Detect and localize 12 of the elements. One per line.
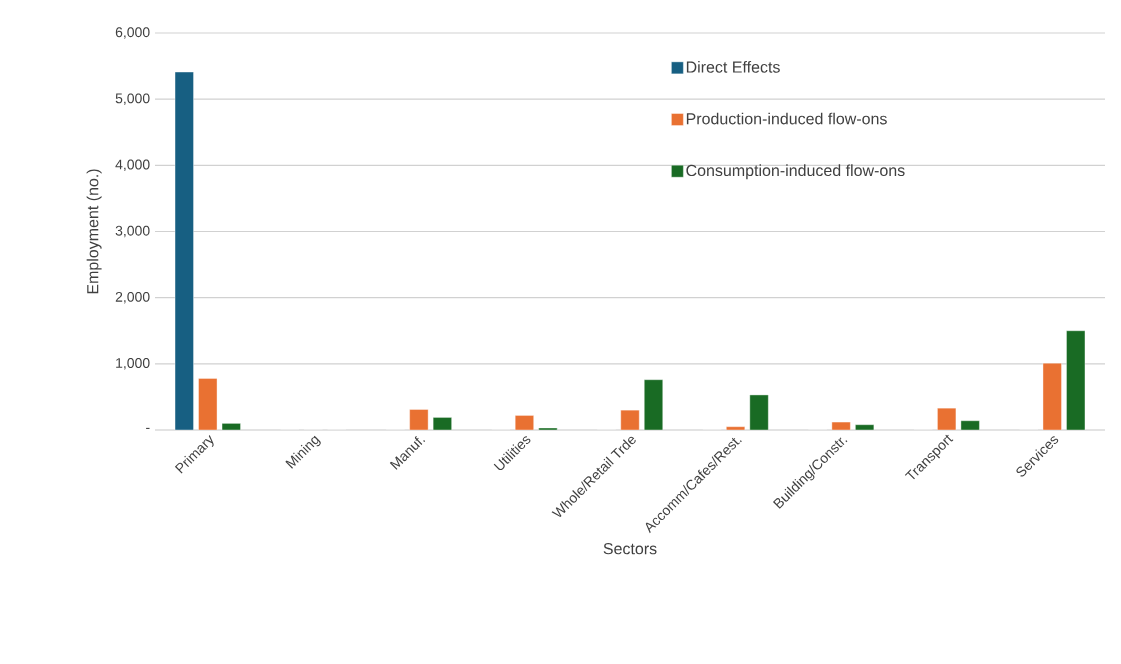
y-tick-label: 3,000 xyxy=(115,225,150,238)
y-tick-label: 5,000 xyxy=(115,93,150,105)
x-axis-title: Sectors xyxy=(603,543,657,555)
legend-label: Consumption-induced flow-ons xyxy=(686,164,905,180)
y-axis-title: Employment (no.) xyxy=(86,169,102,294)
y-tick-label: 6,000 xyxy=(115,27,150,39)
y-tick-label: 2,000 xyxy=(115,291,150,304)
y-tick-label: 1,000 xyxy=(116,358,150,370)
y-tick-label: - xyxy=(146,427,150,429)
legend-label: Production-induced flow-ons xyxy=(686,112,887,125)
legend-label: Direct Effects xyxy=(686,61,780,73)
y-tick-label: 4,000 xyxy=(115,159,150,172)
